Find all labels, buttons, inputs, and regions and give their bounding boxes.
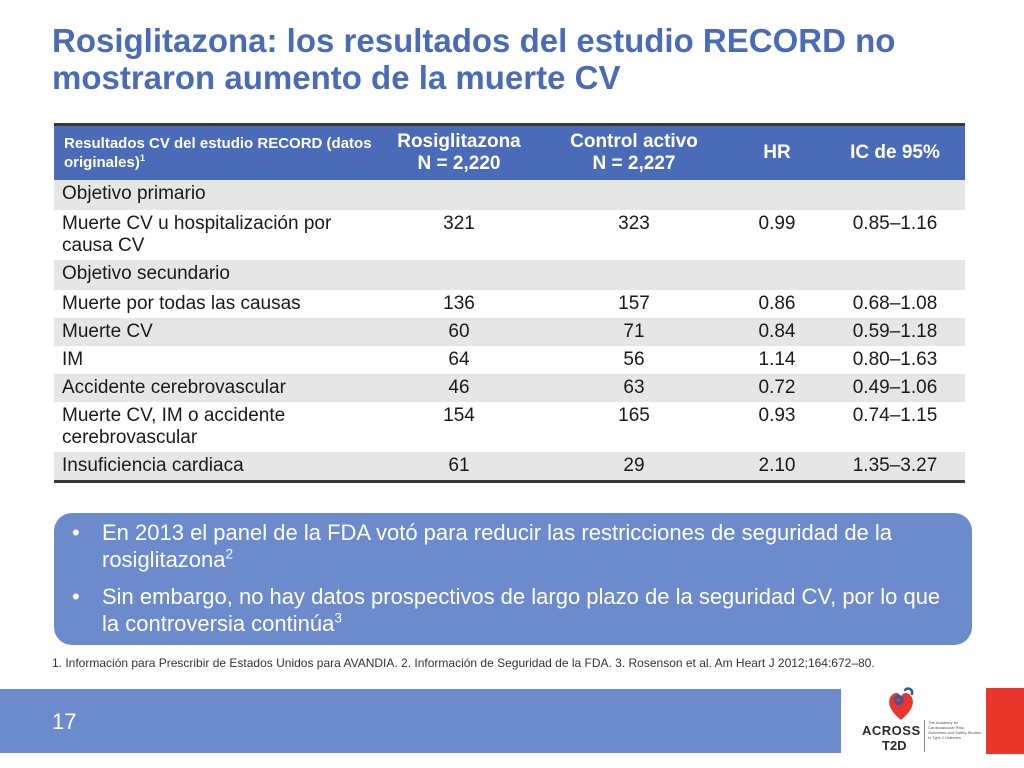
logo-wordmark-across: ACROSS [862,723,921,738]
table-row: Muerte por todas las causas 136 157 0.86… [54,290,965,318]
page-number: 17 [52,709,77,734]
logo-tagline: The Academy for Cardiovascular Risk, Out… [928,720,981,740]
section-row-primary: Objetivo primario [54,180,965,210]
section-row-secondary: Objetivo secundario [54,260,965,290]
table-row: Muerte CV, IM o accidente cerebrovascula… [54,402,965,452]
bullet-icon: • [72,584,80,609]
header-ci: IC de 95% [825,123,965,180]
heart-swirl-icon [889,687,914,720]
header-active-control: Control activo N = 2,227 [539,123,729,180]
header-outcomes: Resultados CV del estudio RECORD (datos … [54,123,379,180]
callout-item: • Sin embargo, no hay datos prospectivos… [72,584,941,636]
accent-red-block [986,688,1024,754]
across-t2d-logo: ACROSS T2D The Academy for Cardiovascula… [852,686,982,758]
callout-item: • En 2013 el panel de la FDA votó para r… [72,520,893,572]
references-footnote: 1. Información para Prescribir de Estado… [52,656,875,670]
slide-title: Rosiglitazona: los resultados del estudi… [52,22,896,96]
table-row: Insuficiencia cardiaca 61 29 2.10 1.35–3… [54,452,965,483]
bullet-icon: • [72,520,80,545]
header-hr: HR [729,123,825,180]
key-points-callout: • En 2013 el panel de la FDA votó para r… [54,513,972,645]
table-row: Accidente cerebrovascular 46 63 0.72 0.4… [54,374,965,402]
table-row: Muerte CV 60 71 0.84 0.59–1.18 [54,318,965,346]
results-table: Resultados CV del estudio RECORD (datos … [54,123,965,483]
logo-divider [924,720,925,752]
table-row: IM 64 56 1.14 0.80–1.63 [54,346,965,374]
table-row: Muerte CV u hospitalización por causa CV… [54,210,965,260]
footer-bar: 17 [0,689,841,753]
logo-wordmark-t2d: T2D [882,738,907,753]
table-header-row: Resultados CV del estudio RECORD (datos … [54,123,965,180]
header-rosiglitazone: Rosiglitazona N = 2,220 [379,123,539,180]
